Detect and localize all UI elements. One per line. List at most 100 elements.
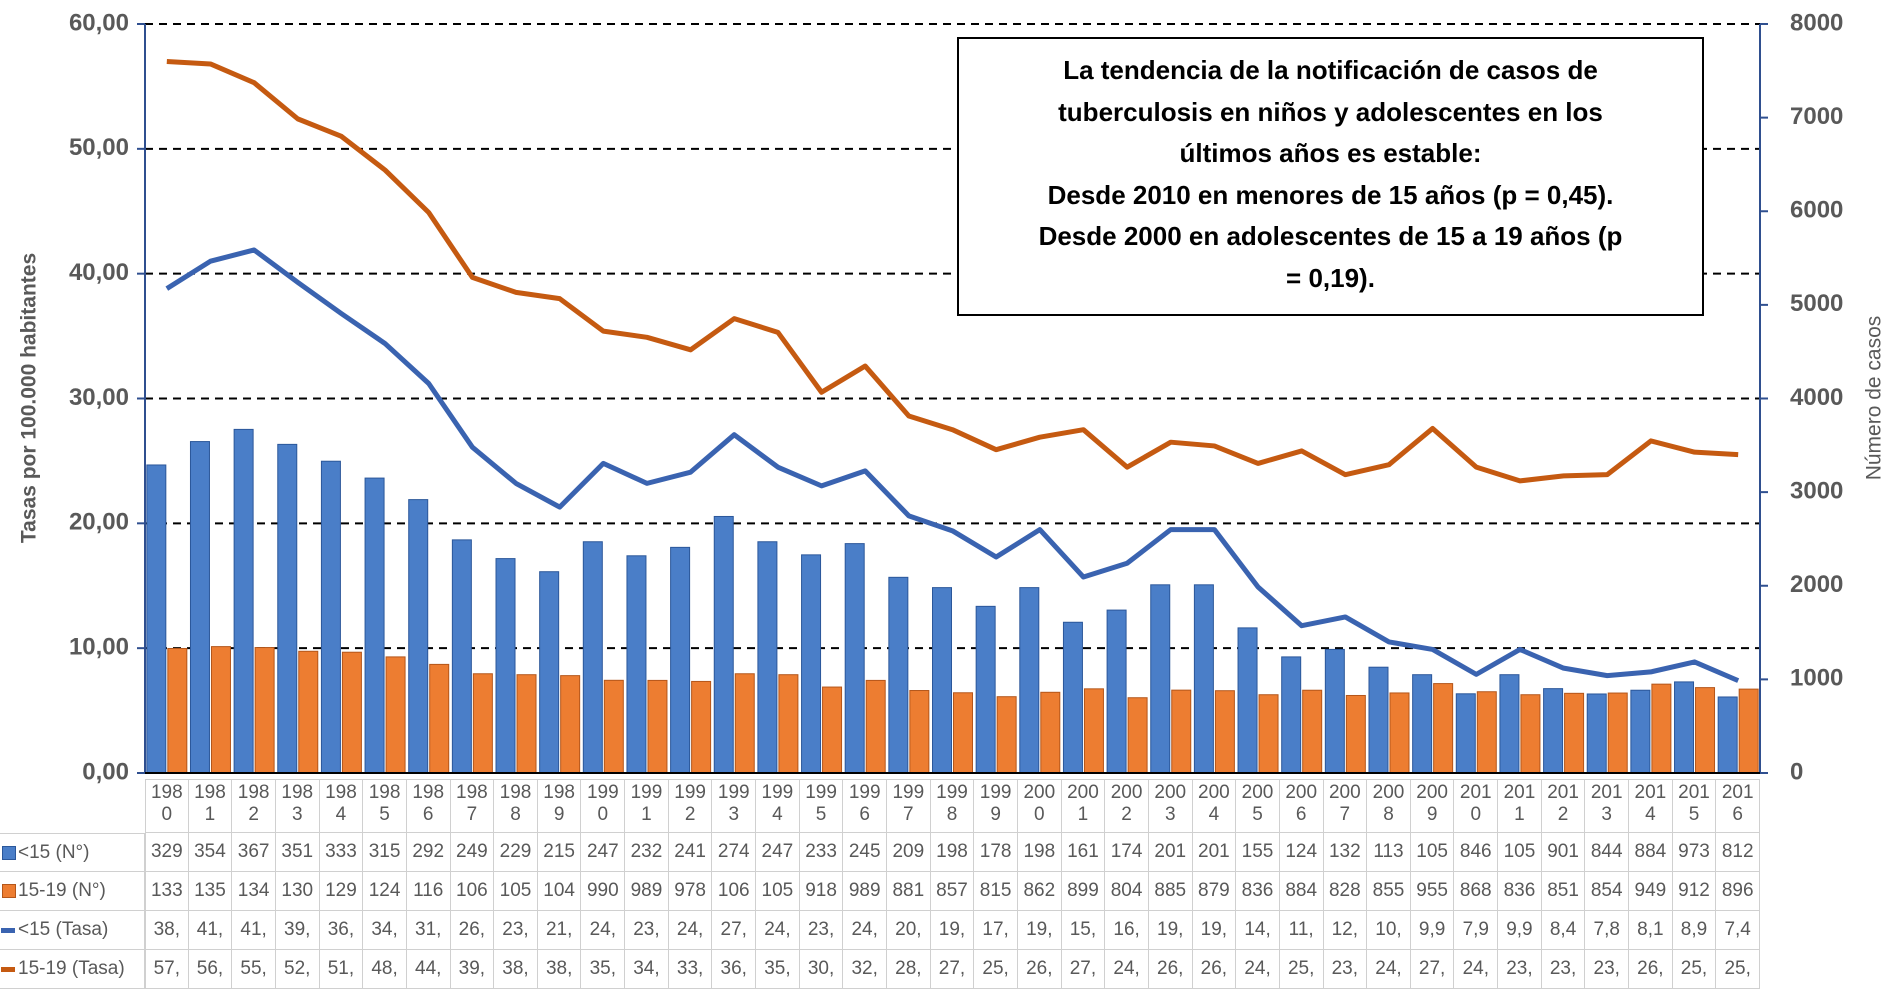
x-tick-label: 1997: [887, 779, 931, 833]
table-cell: 129: [319, 872, 364, 911]
x-tick-label: 2001: [1061, 779, 1106, 833]
bar: [603, 679, 624, 774]
table-cell: 247: [756, 833, 800, 872]
bar: [734, 673, 755, 774]
table-cell: 229: [494, 833, 538, 872]
bar: [1302, 689, 1323, 774]
table-cell: 828: [1323, 872, 1368, 911]
x-tick-label: 2012: [1541, 779, 1586, 833]
x-tick-label: 1988: [494, 779, 538, 833]
bar: [385, 656, 406, 774]
x-tick-label: 2006: [1279, 779, 1324, 833]
table-cell: 8,9: [1672, 911, 1717, 950]
annotation-line: La tendencia de la notificación de casos…: [1063, 55, 1598, 85]
x-tick-label: 2010: [1454, 779, 1499, 833]
table-cell: 161: [1061, 833, 1106, 872]
table-cell: 26,: [1017, 950, 1062, 989]
x-tick-label: 1990: [581, 779, 626, 833]
table-cell: 884: [1279, 872, 1324, 911]
table-cell: 15,: [1061, 911, 1106, 950]
bar: [1281, 656, 1302, 774]
table-cell: 354: [188, 833, 233, 872]
table-cell: 41,: [232, 911, 276, 950]
table-cell: 351: [275, 833, 320, 872]
table-cell: 7,8: [1585, 911, 1630, 950]
table-cell: 23,: [1541, 950, 1586, 989]
table-cell: 25,: [1279, 950, 1324, 989]
x-tick-label: 1992: [668, 779, 713, 833]
bar: [1040, 691, 1061, 774]
table-cell: 879: [1192, 872, 1237, 911]
table-cell: 31,: [406, 911, 451, 950]
bar: [865, 679, 886, 774]
table-cell: 155: [1236, 833, 1280, 872]
table-cell: 27,: [712, 911, 757, 950]
bar: [582, 541, 603, 774]
y2-tick-label: 7000: [1790, 103, 1843, 130]
table-cell: 8,1: [1629, 911, 1673, 950]
table-cell: 844: [1585, 833, 1630, 872]
x-tick-label: 2005: [1236, 779, 1280, 833]
x-tick-label: 1994: [756, 779, 800, 833]
table-cell: 174: [1105, 833, 1149, 872]
bar: [277, 443, 298, 774]
x-tick-label: 1993: [712, 779, 757, 833]
annotation-line: tuberculosis en niños y adolescentes en …: [1058, 96, 1603, 127]
x-tick-label: 1981: [188, 779, 233, 833]
legend-swatch: [2, 846, 16, 860]
y2-tick-label: 8000: [1790, 9, 1843, 36]
table-cell: 249: [450, 833, 495, 872]
table-cell: 48,: [363, 950, 407, 989]
table-cell: 24,: [1236, 950, 1280, 989]
table-cell: 21,: [537, 911, 582, 950]
legend-entry: 15-19 (N°): [0, 872, 145, 911]
table-cell: 33,: [668, 950, 713, 989]
table-cell: 34,: [363, 911, 407, 950]
table-cell: 51,: [319, 950, 364, 989]
bar: [472, 673, 493, 774]
x-tick-label: 1995: [799, 779, 844, 833]
bar: [516, 674, 537, 774]
table-cell: 27,: [930, 950, 975, 989]
table-cell: 130: [275, 872, 320, 911]
bar: [801, 554, 822, 774]
bar: [1062, 621, 1083, 774]
table-cell: 851: [1541, 872, 1586, 911]
bar: [341, 651, 362, 774]
bar: [560, 675, 581, 774]
table-cell: 912: [1672, 872, 1717, 911]
x-tick-label: 2014: [1629, 779, 1673, 833]
table-cell: 812: [1716, 833, 1760, 872]
table-cell: 8,4: [1541, 911, 1586, 950]
table-cell: 23,: [625, 911, 669, 950]
table-cell: 105: [494, 872, 538, 911]
table-cell: 38,: [494, 950, 538, 989]
table-cell: 367: [232, 833, 276, 872]
x-tick-label: 1989: [537, 779, 582, 833]
bar: [210, 646, 231, 774]
table-cell: 39,: [450, 950, 495, 989]
table-cell: 9,9: [1410, 911, 1455, 950]
bar: [1127, 697, 1148, 774]
table-cell: 27,: [1410, 950, 1455, 989]
table-cell: 232: [625, 833, 669, 872]
y2-tick-label: 1000: [1790, 665, 1843, 692]
table-cell: 855: [1367, 872, 1411, 911]
bar: [1412, 674, 1433, 774]
legend-swatch: [2, 884, 16, 898]
table-cell: 978: [668, 872, 713, 911]
table-cell: 27,: [1061, 950, 1106, 989]
y2-axis-label: Número de casos: [1863, 316, 1886, 481]
table-cell: 25,: [1716, 950, 1760, 989]
bar: [1258, 694, 1279, 774]
bar: [1499, 674, 1520, 774]
y2-tick-label: 3000: [1790, 477, 1843, 504]
table-cell: 815: [974, 872, 1018, 911]
table-cell: 11,: [1279, 911, 1324, 950]
x-tick-label: 2004: [1192, 779, 1237, 833]
bar: [1543, 688, 1564, 774]
y-tick-label: 30,00: [69, 384, 129, 411]
table-cell: 955: [1410, 872, 1455, 911]
x-tick-label: 2008: [1367, 779, 1411, 833]
y2-tick-label: 6000: [1790, 197, 1843, 224]
